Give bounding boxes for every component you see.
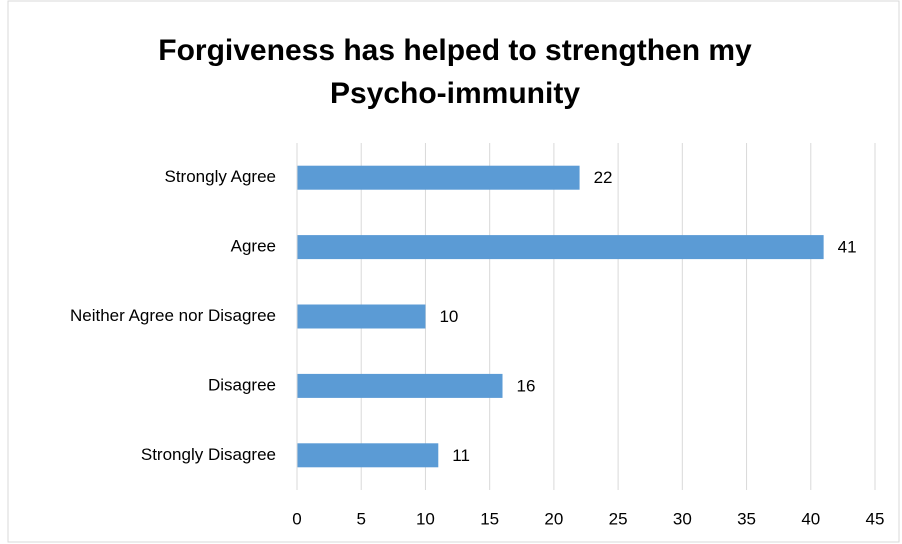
- y-tick-label: Strongly Agree: [164, 167, 276, 186]
- x-tick-label: 0: [292, 509, 301, 528]
- data-label: 22: [594, 168, 613, 187]
- y-tick-label: Neither Agree nor Disagree: [70, 306, 276, 325]
- x-tick-label: 45: [866, 509, 885, 528]
- data-label: 10: [439, 307, 458, 326]
- x-tick-label: 25: [609, 509, 628, 528]
- chart-border: [7, 0, 900, 543]
- x-tick-label: 20: [544, 509, 563, 528]
- x-tick-label: 5: [356, 509, 365, 528]
- bar: [297, 373, 503, 398]
- x-tick-label: 10: [416, 509, 435, 528]
- y-tick-label: Disagree: [208, 375, 276, 394]
- y-tick-label: Agree: [231, 237, 276, 256]
- y-tick-label: Strongly Disagree: [141, 445, 276, 464]
- chart-title: Forgiveness has helped to strengthen my: [158, 34, 752, 67]
- data-label: 11: [452, 446, 470, 465]
- x-tick-label: 30: [673, 509, 692, 528]
- x-tick-label: 35: [737, 509, 756, 528]
- x-tick-label: 40: [801, 509, 820, 528]
- data-label: 41: [838, 238, 857, 257]
- chart-title: Psycho-immunity: [330, 77, 580, 110]
- x-tick-label: 15: [480, 509, 499, 528]
- bar: [297, 304, 426, 329]
- bar: [297, 235, 824, 260]
- data-label: 16: [517, 376, 536, 395]
- bar: [297, 443, 439, 468]
- bar: [297, 165, 580, 190]
